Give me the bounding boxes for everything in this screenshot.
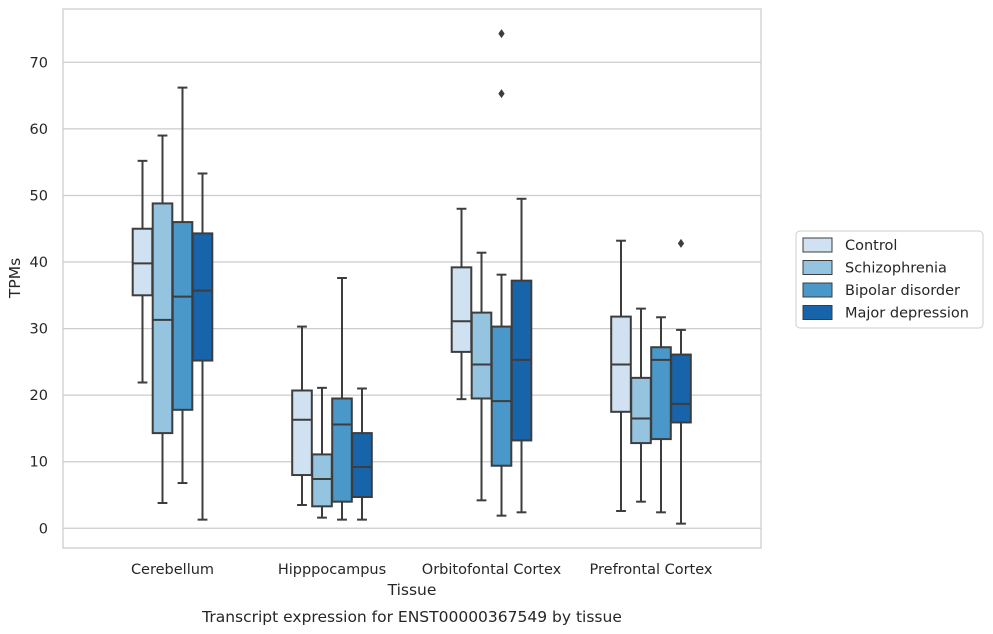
- box-iqr: [151, 202, 174, 435]
- y-tick-label: 40: [30, 255, 48, 271]
- x-tick-labels: Cerebellum Hipppocampus Orbitofontal Corte…: [131, 562, 713, 578]
- box-outlier: [498, 29, 505, 39]
- box-iqr: [311, 453, 333, 508]
- box-iqr: [470, 311, 493, 400]
- y-tick-label: 20: [30, 388, 48, 404]
- chart-caption: Transcript expression for ENST0000036754…: [201, 608, 622, 626]
- x-axis-label: Tissue: [387, 581, 437, 599]
- legend-entry-label: Bipolar disorder: [845, 283, 960, 299]
- legend-entry-label: Control: [845, 238, 897, 254]
- box-iqr: [630, 376, 652, 445]
- box-iqr: [650, 346, 672, 441]
- legend-swatch: [802, 305, 833, 320]
- y-tick-label: 60: [30, 122, 48, 138]
- x-tick-label: Orbitofontal Cortex: [422, 562, 562, 578]
- x-tick-label: Hipppocampus: [278, 562, 386, 578]
- box-iqr: [331, 397, 353, 503]
- legend: Control Schizophrenia Bipolar disorder Majo…: [795, 230, 984, 329]
- y-tick-labels: 0 10 20 30 40 50 60 70: [30, 55, 48, 537]
- legend-entry-label: Schizophrenia: [845, 261, 947, 277]
- x-tick-label: Prefrontal Cortex: [590, 562, 713, 578]
- boxes: [131, 29, 692, 525]
- box-iqr: [670, 353, 692, 424]
- y-tick-label: 30: [30, 322, 48, 338]
- box-iqr: [191, 232, 214, 362]
- box-iqr: [351, 432, 373, 499]
- legend-frame: [795, 230, 984, 329]
- box-iqr: [291, 389, 313, 477]
- y-axis-label: TPMs: [6, 258, 24, 299]
- box-iqr: [131, 227, 154, 297]
- y-tick-label: 0: [39, 521, 48, 537]
- legend-swatch: [802, 260, 833, 275]
- box-iqr: [450, 266, 473, 353]
- y-tick-label: 70: [30, 55, 48, 71]
- box-outlier: [677, 238, 685, 248]
- legend-swatch: [802, 237, 833, 253]
- y-tick-label: 10: [30, 455, 48, 471]
- legend-swatch: [802, 282, 833, 298]
- legend-entry-label: Major depression: [845, 306, 969, 322]
- box-iqr: [171, 221, 194, 411]
- y-tick-label: 50: [30, 188, 48, 204]
- box-iqr: [490, 325, 513, 467]
- x-tick-label: Cerebellum: [131, 562, 214, 578]
- box-outlier: [498, 89, 505, 99]
